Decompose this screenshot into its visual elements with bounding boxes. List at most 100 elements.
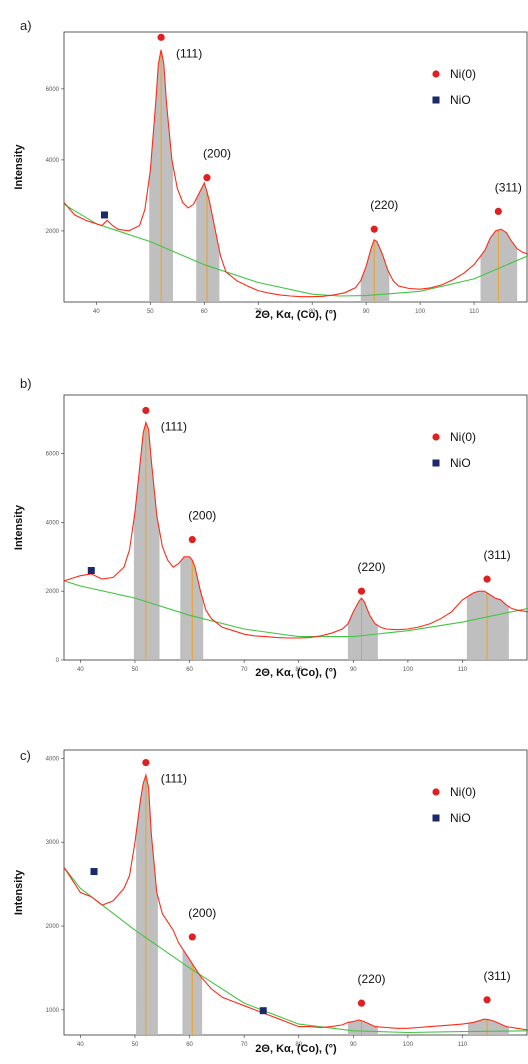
chart-panel-1: a) (111) (200) (220) (311) Ni(0) NiO 40 50 60 70 80… (13, 18, 528, 321)
legend-label: Ni(0) (450, 67, 476, 81)
x-tick-label: 90 (350, 1042, 357, 1048)
chart-panel-2: b) (111) (200) (220) (311) Ni(0) NiO 40 50 60 70 80… (13, 376, 528, 679)
peak-area-2 (196, 183, 220, 302)
x-tick-label: 100 (415, 309, 426, 315)
x-tick-label: 100 (403, 1042, 414, 1048)
peak-label: (111) (161, 419, 187, 433)
y-tick-label: 2000 (46, 924, 60, 930)
x-tick-label: 50 (132, 1042, 139, 1048)
x-tick-label: 40 (93, 309, 100, 315)
ni-peak-marker (188, 933, 196, 941)
x-tick-label: 40 (77, 667, 84, 673)
x-tick-label: 90 (350, 667, 357, 673)
x-tick-label: 110 (458, 1042, 468, 1048)
chart-panel-3: c) (111) (200) (220) (311) Ni(0) NiO 40 50 60 70 80… (13, 748, 528, 1055)
peak-label: (200) (203, 147, 231, 161)
peak-label: (200) (188, 906, 216, 920)
x-axis-label: 2Θ, Kα, (Co), (°) (255, 1043, 337, 1055)
nio-marker (100, 211, 108, 219)
panel-label: b) (20, 376, 32, 391)
ni-peak-marker (483, 996, 491, 1004)
legend-ni-marker (432, 70, 440, 78)
nio-marker (87, 567, 95, 575)
x-tick-label: 110 (469, 309, 479, 315)
peak-area-1 (133, 422, 160, 660)
x-tick-label: 80 (295, 1042, 302, 1048)
peak-label: (200) (188, 509, 216, 523)
baseline-line (63, 203, 528, 297)
peak-area-2 (180, 556, 204, 660)
legend-label: NiO (450, 456, 471, 470)
x-tick-label: 60 (186, 1042, 193, 1048)
legend-label: Ni(0) (450, 430, 476, 444)
diffraction-curve (63, 49, 528, 298)
legend-nio-marker (432, 96, 440, 104)
x-tick-label: 40 (77, 1042, 84, 1048)
ni-peak-marker (357, 999, 366, 1007)
peak-area-4 (466, 591, 509, 660)
x-tick-label: 50 (132, 667, 139, 673)
legend-label: Ni(0) (450, 785, 476, 799)
x-tick-label: 60 (186, 667, 193, 673)
ni-peak-marker (142, 758, 150, 767)
legend-ni-marker (432, 433, 440, 441)
peak-label: (220) (357, 972, 385, 986)
ni-peak-marker (188, 535, 196, 544)
ni-peak-marker (370, 225, 378, 233)
x-tick-label: 60 (201, 309, 208, 315)
x-tick-label: 70 (255, 309, 262, 315)
peak-label: (111) (161, 772, 187, 786)
baseline-line (63, 867, 528, 1034)
baseline-line (63, 580, 528, 638)
peak-label: (220) (370, 198, 398, 212)
y-tick-label: 1000 (46, 1008, 60, 1014)
x-axis-label: 2Θ, Kα, (Co), (°) (255, 309, 337, 321)
plot-frame (63, 394, 528, 661)
y-axis-label: Intensity (13, 504, 25, 550)
peak-label: (111) (176, 46, 202, 60)
x-tick-label: 80 (295, 667, 302, 673)
x-tick-label: 100 (403, 667, 414, 673)
diffraction-curve (63, 420, 528, 639)
x-tick-label: 70 (241, 1042, 248, 1048)
y-tick-label: 0 (56, 658, 60, 664)
x-tick-label: 70 (241, 667, 248, 673)
legend-label: NiO (450, 93, 471, 107)
plot-frame (63, 749, 528, 1036)
x-tick-label: 80 (309, 309, 316, 315)
y-tick-label: 3000 (46, 840, 60, 846)
peak-area-4 (467, 1019, 509, 1035)
y-tick-label: 4000 (46, 158, 60, 164)
legend-nio-marker (432, 814, 440, 822)
peak-area-3 (360, 240, 390, 302)
y-tick-label: 2000 (46, 589, 60, 595)
legend-ni-marker (432, 788, 440, 796)
x-tick-label: 90 (363, 309, 370, 315)
peak-label: (311) (483, 548, 510, 562)
y-tick-label: 6000 (46, 87, 60, 93)
peak-area-3 (347, 598, 378, 660)
ni-peak-marker (483, 575, 491, 583)
x-tick-label: 50 (147, 309, 154, 315)
x-tick-label: 110 (458, 667, 468, 673)
peak-label: (220) (357, 560, 385, 574)
panel-label: c) (20, 748, 31, 763)
ni-peak-marker (494, 207, 502, 216)
nio-marker (259, 1007, 267, 1015)
ni-peak-marker (142, 406, 150, 415)
legend-label: NiO (450, 811, 471, 825)
y-tick-label: 6000 (46, 452, 60, 458)
diffraction-curve (63, 772, 528, 1031)
x-axis-label: 2Θ, Kα, (Co), (°) (255, 667, 337, 679)
panel-label: a) (20, 18, 32, 33)
y-tick-label: 4000 (46, 756, 60, 762)
y-tick-label: 2000 (46, 229, 60, 235)
peak-label: (311) (483, 969, 510, 983)
legend-nio-marker (432, 459, 440, 467)
plot-frame (63, 31, 528, 303)
y-axis-label: Intensity (13, 144, 25, 190)
ni-peak-marker (157, 33, 165, 41)
ni-peak-marker (203, 174, 211, 182)
peak-area-4 (480, 229, 518, 302)
